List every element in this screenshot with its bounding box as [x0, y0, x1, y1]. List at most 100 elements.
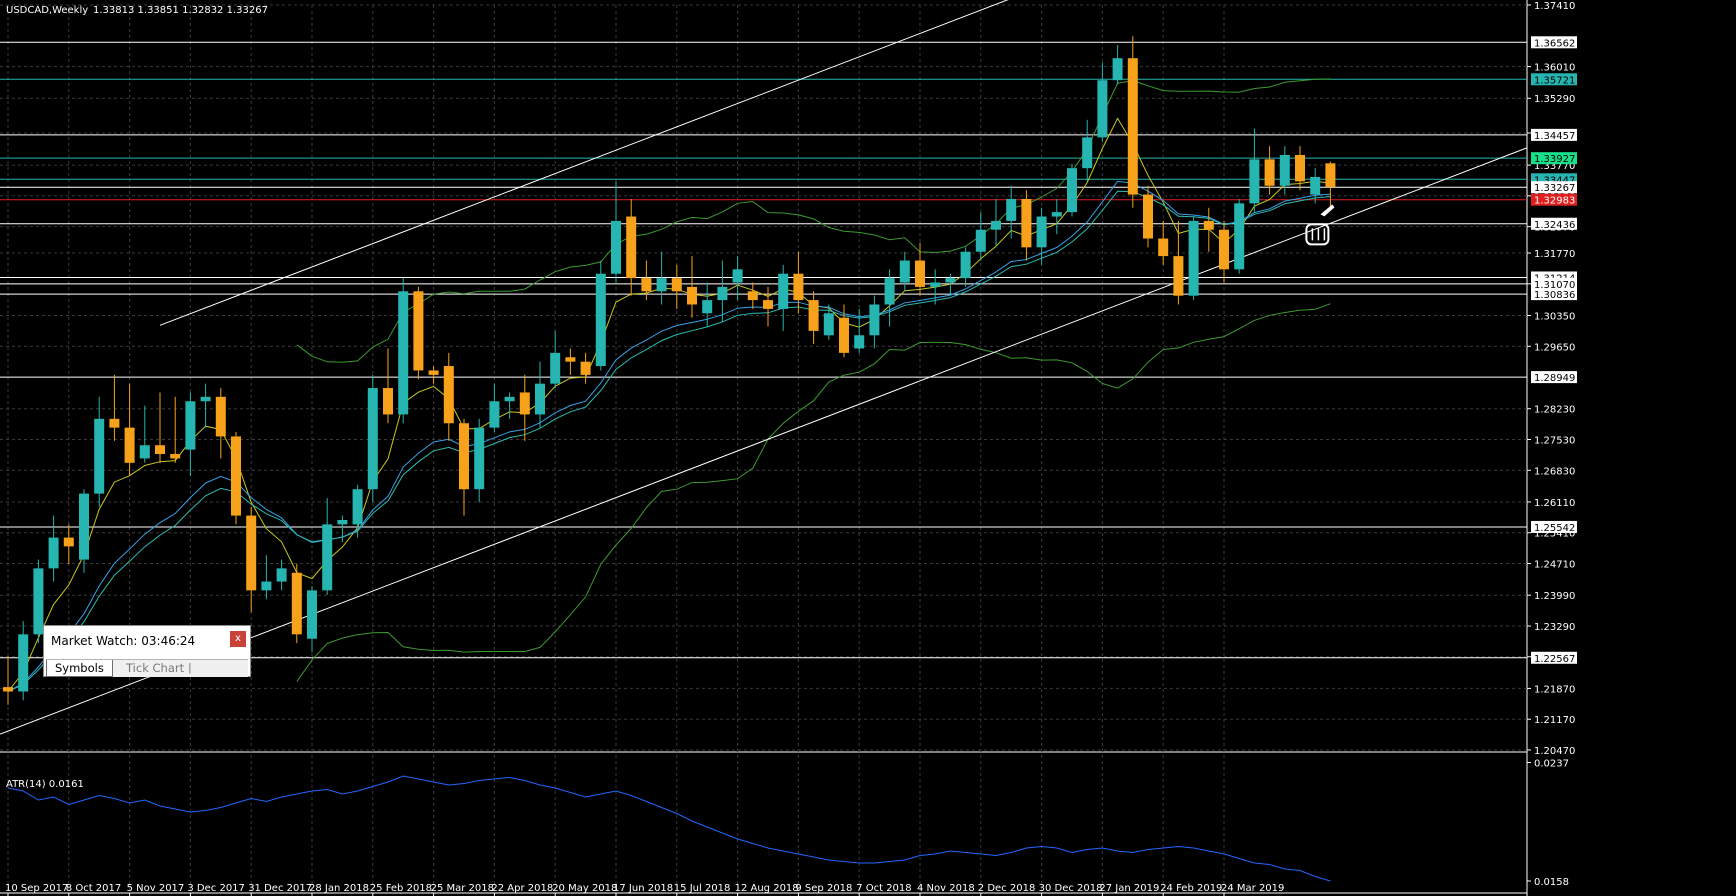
candle-body: [413, 291, 424, 371]
candle-body: [930, 282, 941, 287]
price-tag-label: 1.25542: [1534, 523, 1575, 534]
price-levels: [0, 41, 1527, 659]
candle-body: [1112, 58, 1123, 81]
market-watch-window[interactable]: Market Watch: 03:46:24 x Symbols Tick Ch…: [43, 625, 251, 677]
indicator-lines: [7, 78, 1331, 692]
price-tag-label: 1.31070: [1534, 280, 1575, 291]
tab-separator: |: [188, 661, 192, 674]
price-tag-label: 1.33267: [1534, 183, 1575, 194]
time-tick-label: 9 Sep 2018: [795, 883, 852, 894]
time-tick-label: 3 Dec 2017: [187, 883, 245, 894]
atr-tick-label: 0.0237: [1534, 759, 1569, 770]
candle-body: [839, 317, 849, 353]
price-tag-box: [1531, 128, 1577, 141]
candle-body: [991, 220, 1001, 230]
candles: [3, 36, 1336, 705]
candle-body: [1143, 194, 1153, 239]
grid: [0, 0, 1528, 896]
candle-body: [945, 278, 956, 283]
price-tag-label: 1.36562: [1534, 38, 1575, 49]
price-tick-label: 1.20470: [1534, 746, 1575, 757]
atr-tick-label: 0.0158: [1534, 877, 1569, 888]
tab-symbols[interactable]: Symbols: [46, 660, 113, 677]
candle-body: [155, 445, 165, 455]
price-tick-label: 1.37410: [1534, 1, 1575, 12]
symbol-label: USDCAD,Weekly: [6, 5, 88, 16]
candle-body: [1006, 198, 1017, 221]
price-tick-label: 1.28230: [1534, 405, 1575, 416]
candle-body: [580, 361, 591, 375]
candle-body: [519, 392, 530, 415]
time-tick-label: 10 Sep 2017: [5, 883, 68, 894]
candle-body: [124, 427, 135, 463]
candle-body: [398, 291, 409, 415]
candle-body: [960, 251, 971, 279]
price-tick-label: 1.24710: [1534, 560, 1575, 571]
price-tag-label: 1.34457: [1534, 131, 1575, 142]
candle-body: [671, 278, 682, 292]
candle-body: [1295, 154, 1305, 182]
price-tag-label: 1.35721: [1534, 75, 1575, 86]
candle-body: [504, 396, 515, 402]
candle-body: [535, 383, 545, 415]
price-tag-box: [1531, 181, 1577, 194]
price-tick-label: 1.26110: [1534, 498, 1575, 509]
candle-body: [702, 300, 713, 314]
price-tick-label: 1.31770: [1534, 249, 1575, 260]
arrow-mark-icon: [1320, 204, 1335, 217]
candle-body: [869, 304, 880, 336]
price-tick-label: 1.26830: [1534, 466, 1575, 477]
candle-body: [33, 568, 44, 635]
time-tick-label: 28 Jan 2018: [309, 883, 369, 894]
price-tag-box: [1531, 277, 1577, 290]
candle-body: [778, 273, 789, 309]
candle-body: [1279, 154, 1290, 186]
time-tick-label: 15 Jul 2018: [674, 883, 731, 894]
time-tick-label: 5 Nov 2017: [127, 883, 185, 894]
candle-body: [1203, 220, 1214, 230]
price-tag-box: [1531, 217, 1577, 230]
tab-tick-chart[interactable]: Tick Chart: [126, 661, 185, 675]
candle-body: [1127, 58, 1138, 195]
time-tick-label: 30 Dec 2018: [1039, 883, 1103, 894]
time-tick-label: 25 Feb 2018: [370, 883, 432, 894]
time-tick-label: 17 Jun 2018: [613, 883, 673, 894]
market-watch-tabs: Symbols Tick Chart |: [46, 659, 248, 677]
candle-body: [1264, 159, 1275, 186]
candle-body: [1310, 176, 1321, 195]
market-watch-title: Market Watch: 03:46:24: [51, 634, 196, 648]
candle-body: [1021, 198, 1032, 248]
candle-body: [884, 278, 895, 305]
price-tick-label: 1.33770: [1534, 161, 1575, 172]
price-tag-label: 1.28949: [1534, 373, 1575, 384]
candle-body: [763, 300, 773, 309]
price-tag-box: [1531, 520, 1577, 533]
candle-body: [641, 278, 652, 292]
channel-lower-line: [0, 147, 1528, 735]
candle-body: [185, 401, 196, 450]
candle-body: [231, 436, 241, 516]
price-tag-label: 1.33447: [1534, 175, 1575, 186]
price-tick-label: 1.21870: [1534, 684, 1575, 695]
price-tick-label: 1.29650: [1534, 342, 1575, 353]
candle-body: [808, 300, 819, 331]
time-tick-label: 7 Oct 2018: [856, 883, 911, 894]
candle-body: [443, 366, 454, 424]
price-tag-box: [1531, 371, 1577, 384]
candle-body: [1158, 238, 1169, 257]
candle-body: [1249, 159, 1260, 204]
price-tick-label: 1.30350: [1534, 311, 1575, 322]
candle-body: [200, 396, 211, 402]
price-tag-box: [1531, 288, 1577, 301]
close-button[interactable]: x: [230, 631, 246, 647]
candle-body: [687, 286, 697, 305]
time-tick-label: 31 Dec 2017: [248, 883, 312, 894]
candle-body: [246, 515, 257, 591]
trend-channel: [0, 0, 1528, 735]
price-tick-label: 1.36010: [1534, 63, 1575, 74]
price-tags: 1.36562 1.35721 1.34457 1.33927 1.334471.332…: [1531, 36, 1577, 665]
price-tick-label: 1.25410: [1534, 529, 1575, 540]
